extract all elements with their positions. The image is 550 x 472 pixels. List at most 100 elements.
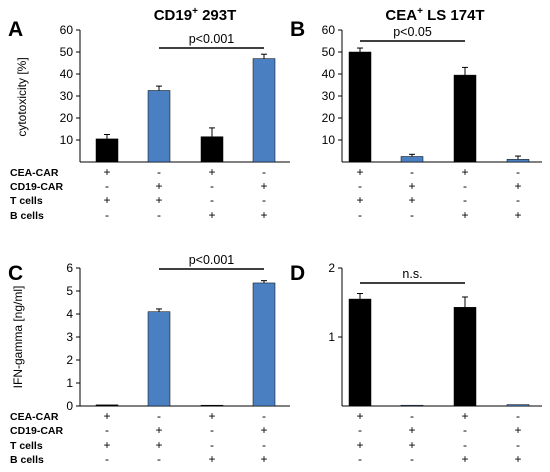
condition-sign: + [461, 452, 468, 466]
condition-sign: + [155, 193, 162, 207]
condition-sign: + [461, 208, 468, 222]
condition-sign: - [516, 193, 520, 207]
y-tick-label: 30 [60, 89, 74, 103]
condition-sign: + [155, 438, 162, 452]
condition-sign: - [210, 423, 214, 437]
condition-sign: + [514, 452, 521, 466]
condition-sign: + [356, 438, 363, 452]
condition-sign: - [210, 179, 214, 193]
bar [348, 51, 372, 163]
y-tick-label: 20 [60, 111, 74, 125]
condition-sign: - [262, 165, 266, 179]
condition-sign: + [103, 165, 110, 179]
panel-title-suffix: LS 174T [423, 7, 485, 24]
y-tick-label: 60 [60, 23, 74, 37]
condition-sign: + [408, 193, 415, 207]
y-tick-label: 1 [328, 330, 335, 344]
condition-sign: + [514, 208, 521, 222]
y-tick-label: 1 [66, 376, 73, 390]
panel-title-suffix: 293T [198, 7, 236, 24]
bar [252, 282, 276, 407]
bar [200, 136, 224, 163]
panel-title-superscript: + [192, 6, 198, 17]
condition-sign: + [260, 208, 267, 222]
bar [200, 404, 224, 407]
panel-letter: D [290, 262, 305, 285]
panel-letter: B [290, 18, 305, 41]
y-axis-label: cytotoxicity [%] [15, 57, 29, 136]
condition-sign: - [463, 438, 467, 452]
condition-sign: - [463, 193, 467, 207]
bar [147, 311, 171, 407]
y-tick-label: 50 [60, 45, 74, 59]
condition-sign: - [105, 208, 109, 222]
condition-sign: - [410, 452, 414, 466]
y-tick-label: 10 [322, 133, 336, 147]
condition-sign: + [260, 423, 267, 437]
condition-sign: + [103, 438, 110, 452]
y-tick-label: 4 [66, 307, 73, 321]
bar [453, 74, 477, 163]
bar [506, 404, 530, 407]
condition-sign: + [208, 208, 215, 222]
bar [147, 90, 171, 163]
y-tick-label: 3 [66, 330, 73, 344]
condition-sign: - [358, 452, 362, 466]
condition-label: T cells [10, 440, 43, 452]
condition-sign: - [410, 208, 414, 222]
condition-sign: - [105, 179, 109, 193]
condition-sign: - [210, 438, 214, 452]
condition-sign: - [105, 452, 109, 466]
y-tick-label: 2 [328, 261, 335, 275]
bar [400, 156, 424, 163]
condition-sign: - [516, 409, 520, 423]
bar [400, 404, 424, 407]
panel-title-main: CD19 [154, 7, 192, 24]
significance-label: p<0.001 [189, 32, 235, 46]
condition-label: CEA-CAR [10, 411, 59, 423]
condition-sign: - [262, 409, 266, 423]
panel-d: D12 n.s.+ - + -- + - ++ + - -- - + + [290, 261, 542, 466]
condition-sign: + [155, 179, 162, 193]
significance-label: p<0.001 [189, 253, 235, 267]
panel-title: CEA+ LS 174T [385, 6, 484, 24]
y-tick-label: 60 [322, 23, 336, 37]
y-tick-label: 0 [66, 399, 73, 413]
condition-sign: + [461, 165, 468, 179]
condition-label: B cells [10, 454, 44, 466]
bar [453, 307, 477, 407]
condition-label: B cells [10, 210, 44, 222]
bar [95, 404, 119, 407]
condition-sign: + [356, 165, 363, 179]
y-tick-label: 30 [322, 89, 336, 103]
condition-sign: - [463, 179, 467, 193]
condition-sign: + [103, 409, 110, 423]
condition-sign: + [408, 423, 415, 437]
condition-sign: - [157, 452, 161, 466]
condition-sign: - [157, 165, 161, 179]
condition-label: CD19-CAR [10, 425, 64, 437]
condition-label: T cells [10, 195, 43, 207]
panel-title-main: CEA [385, 7, 417, 24]
condition-label: CEA-CAR [10, 167, 59, 179]
condition-sign: + [356, 409, 363, 423]
y-tick-label: 6 [66, 261, 73, 275]
condition-sign: - [262, 193, 266, 207]
condition-sign: - [410, 165, 414, 179]
y-axis-label: IFN-gamma [ng/ml] [11, 286, 25, 389]
condition-sign: - [210, 193, 214, 207]
condition-sign: + [208, 165, 215, 179]
condition-sign: + [408, 179, 415, 193]
condition-sign: + [260, 452, 267, 466]
significance-label: n.s. [402, 267, 422, 281]
condition-sign: - [516, 438, 520, 452]
condition-sign: - [463, 423, 467, 437]
condition-sign: + [155, 423, 162, 437]
condition-label: CD19-CAR [10, 181, 64, 193]
y-tick-label: 40 [60, 67, 74, 81]
bar [506, 159, 530, 163]
